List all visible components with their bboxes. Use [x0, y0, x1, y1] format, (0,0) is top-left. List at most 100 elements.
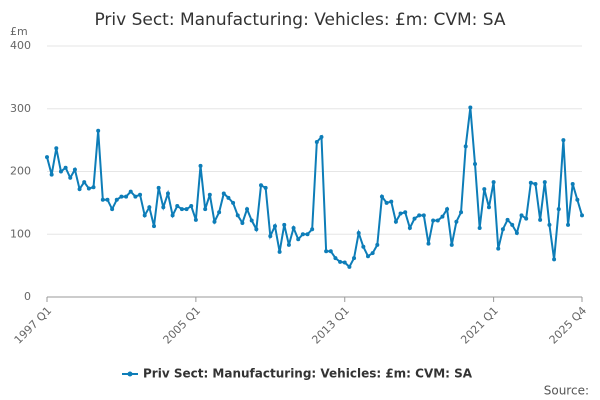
- data-point: [268, 234, 273, 239]
- data-point: [454, 219, 459, 224]
- series-line: [46, 107, 583, 269]
- data-point: [375, 242, 380, 247]
- data-point: [184, 207, 189, 212]
- data-point: [119, 194, 124, 199]
- y-tick-label: 200: [10, 165, 31, 178]
- data-point: [319, 134, 324, 139]
- data-point: [221, 191, 226, 196]
- data-point: [570, 182, 575, 187]
- data-point: [477, 225, 482, 230]
- data-point: [342, 260, 347, 265]
- data-point: [217, 210, 222, 215]
- data-point: [333, 256, 338, 261]
- data-point: [496, 246, 501, 251]
- data-point: [575, 197, 580, 202]
- data-point: [473, 161, 477, 166]
- data-point: [286, 242, 291, 247]
- data-point: [417, 213, 422, 218]
- data-point: [272, 224, 277, 229]
- data-point: [328, 249, 333, 254]
- data-point: [393, 219, 398, 224]
- data-point: [91, 185, 96, 190]
- data-point: [445, 207, 450, 212]
- data-point: [296, 237, 301, 242]
- data-point: [128, 189, 133, 194]
- data-point: [361, 244, 366, 249]
- data-point: [105, 197, 110, 202]
- data-point: [96, 128, 101, 133]
- x-tick-label: 2013 Q1: [309, 304, 352, 347]
- data-point: [463, 144, 468, 149]
- data-point: [524, 216, 529, 221]
- data-point: [407, 225, 412, 230]
- data-point: [82, 180, 87, 185]
- data-point: [426, 241, 431, 246]
- x-tick-label: 2021 Q1: [458, 304, 501, 347]
- data-point: [156, 185, 161, 190]
- data-point: [435, 218, 440, 223]
- data-point: [314, 140, 319, 145]
- data-point: [370, 251, 375, 256]
- data-point: [338, 259, 343, 264]
- data-point: [49, 172, 54, 177]
- data-point: [561, 138, 566, 143]
- data-point: [259, 183, 263, 188]
- data-point: [566, 222, 571, 227]
- data-point: [133, 194, 138, 199]
- x-tick-label: 2005 Q1: [161, 304, 204, 347]
- data-point: [138, 192, 143, 197]
- data-point: [231, 200, 236, 205]
- source: Source:: [544, 384, 589, 398]
- legend-label: Priv Sect: Manufacturing: Vehicles: £m: …: [143, 367, 473, 381]
- data-point: [263, 185, 268, 190]
- y-tick-label: 400: [10, 39, 31, 52]
- legend-marker: [127, 371, 133, 377]
- data-point: [110, 207, 115, 212]
- data-point: [124, 194, 129, 199]
- y-axis-label: £m: [10, 25, 28, 38]
- y-tick-label: 100: [10, 227, 31, 240]
- data-point: [500, 227, 505, 232]
- data-point: [384, 200, 389, 205]
- y-tick-label: 300: [10, 102, 31, 115]
- data-point: [519, 213, 524, 218]
- x-tick-label: 1997 Q1: [12, 304, 55, 347]
- data-point: [212, 219, 217, 224]
- data-point: [77, 187, 82, 192]
- data-point: [547, 222, 552, 227]
- data-point: [100, 197, 105, 202]
- data-point: [440, 214, 445, 219]
- data-point: [72, 167, 77, 172]
- data-point: [468, 105, 473, 110]
- data-point: [189, 204, 194, 209]
- data-point: [142, 213, 147, 218]
- chart-title: Priv Sect: Manufacturing: Vehicles: £m: …: [94, 10, 505, 30]
- data-point: [152, 224, 156, 229]
- data-point: [245, 207, 250, 212]
- data-point: [63, 165, 68, 170]
- data-point: [412, 216, 417, 221]
- data-point: [556, 207, 561, 212]
- data-point: [226, 195, 231, 200]
- data-point: [254, 227, 259, 232]
- data-point: [389, 199, 394, 204]
- data-point: [514, 230, 519, 235]
- data-point: [403, 210, 408, 215]
- data-point: [147, 205, 152, 210]
- y-tick-label: 0: [24, 290, 31, 303]
- data-point: [431, 218, 436, 223]
- data-point: [179, 207, 184, 212]
- data-point: [505, 217, 510, 222]
- data-point: [486, 205, 491, 210]
- data-point: [300, 232, 305, 237]
- data-point: [421, 213, 426, 218]
- data-point: [552, 257, 557, 262]
- data-point: [459, 210, 464, 215]
- data-point: [449, 242, 454, 247]
- data-point: [68, 175, 73, 180]
- data-point: [510, 222, 515, 227]
- data-point: [291, 225, 296, 230]
- data-point: [203, 207, 208, 212]
- data-point: [366, 254, 370, 259]
